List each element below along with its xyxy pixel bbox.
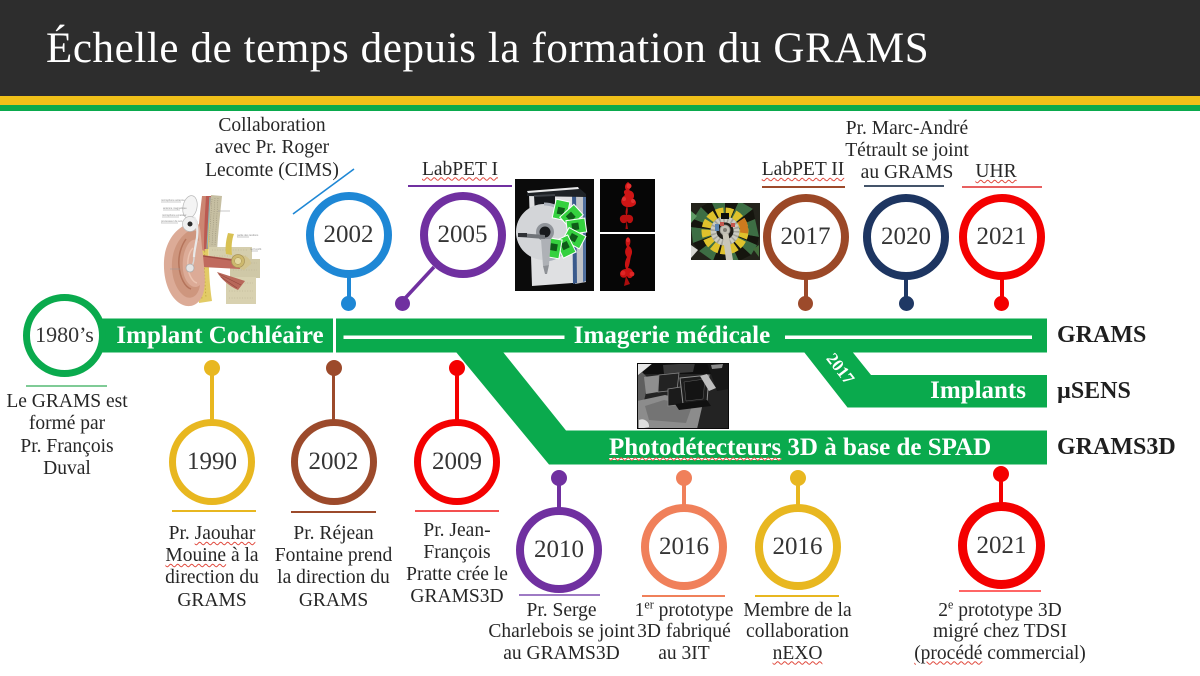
svg-text:microphone emetteur: microphone emetteur bbox=[162, 213, 187, 217]
svg-text:microphone antenne: microphone antenne bbox=[161, 198, 185, 202]
svg-text:antenne magnetique: antenne magnetique bbox=[163, 206, 187, 210]
svg-text:nerf cochl.: nerf cochl. bbox=[250, 247, 262, 251]
svg-text:processeur de son: processeur de son bbox=[161, 219, 183, 223]
svg-text:partie des tendons: partie des tendons bbox=[237, 233, 259, 237]
